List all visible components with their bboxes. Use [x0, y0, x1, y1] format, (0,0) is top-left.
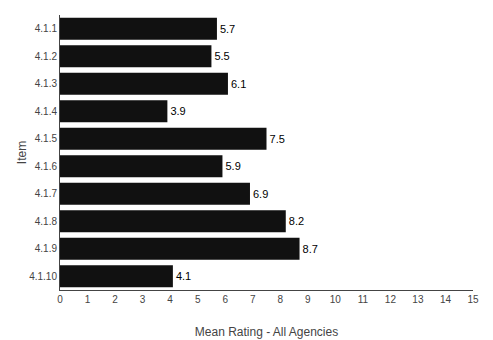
svg-text:6.1: 6.1	[231, 78, 246, 90]
svg-text:5.9: 5.9	[225, 160, 240, 172]
svg-text:5: 5	[195, 294, 201, 305]
svg-text:12: 12	[385, 294, 397, 305]
svg-text:9: 9	[305, 294, 311, 305]
svg-text:8.2: 8.2	[289, 215, 304, 227]
svg-text:4.1.3: 4.1.3	[35, 78, 58, 89]
svg-text:4.1: 4.1	[176, 270, 191, 282]
svg-text:4.1.6: 4.1.6	[35, 161, 58, 172]
svg-text:3.9: 3.9	[170, 105, 185, 117]
svg-text:10: 10	[330, 294, 342, 305]
svg-text:4.1.4: 4.1.4	[35, 106, 58, 117]
svg-text:4.1.8: 4.1.8	[35, 216, 58, 227]
svg-text:13: 13	[412, 294, 424, 305]
svg-text:2: 2	[112, 294, 118, 305]
svg-text:5.7: 5.7	[220, 23, 235, 35]
svg-text:4.1.2: 4.1.2	[35, 51, 58, 62]
svg-text:7: 7	[250, 294, 256, 305]
svg-text:5.5: 5.5	[214, 50, 229, 62]
svg-text:4: 4	[167, 294, 173, 305]
svg-text:6: 6	[222, 294, 228, 305]
svg-text:7.5: 7.5	[270, 133, 285, 145]
svg-text:0: 0	[57, 294, 63, 305]
svg-text:6.9: 6.9	[253, 188, 268, 200]
svg-text:4.1.9: 4.1.9	[35, 243, 58, 254]
svg-text:4.1.1: 4.1.1	[35, 23, 58, 34]
svg-text:3: 3	[140, 294, 146, 305]
svg-text:8.7: 8.7	[303, 243, 318, 255]
svg-text:14: 14	[440, 294, 452, 305]
svg-text:8: 8	[277, 294, 283, 305]
svg-text:Item: Item	[15, 141, 29, 164]
svg-text:Mean Rating - All Agencies: Mean Rating - All Agencies	[195, 325, 338, 339]
svg-text:11: 11	[358, 294, 369, 305]
svg-text:4.1.7: 4.1.7	[35, 188, 58, 199]
svg-text:4.1.10: 4.1.10	[29, 271, 57, 282]
svg-text:15: 15	[467, 294, 479, 305]
svg-text:1: 1	[85, 294, 91, 305]
svg-text:4.1.5: 4.1.5	[35, 133, 58, 144]
